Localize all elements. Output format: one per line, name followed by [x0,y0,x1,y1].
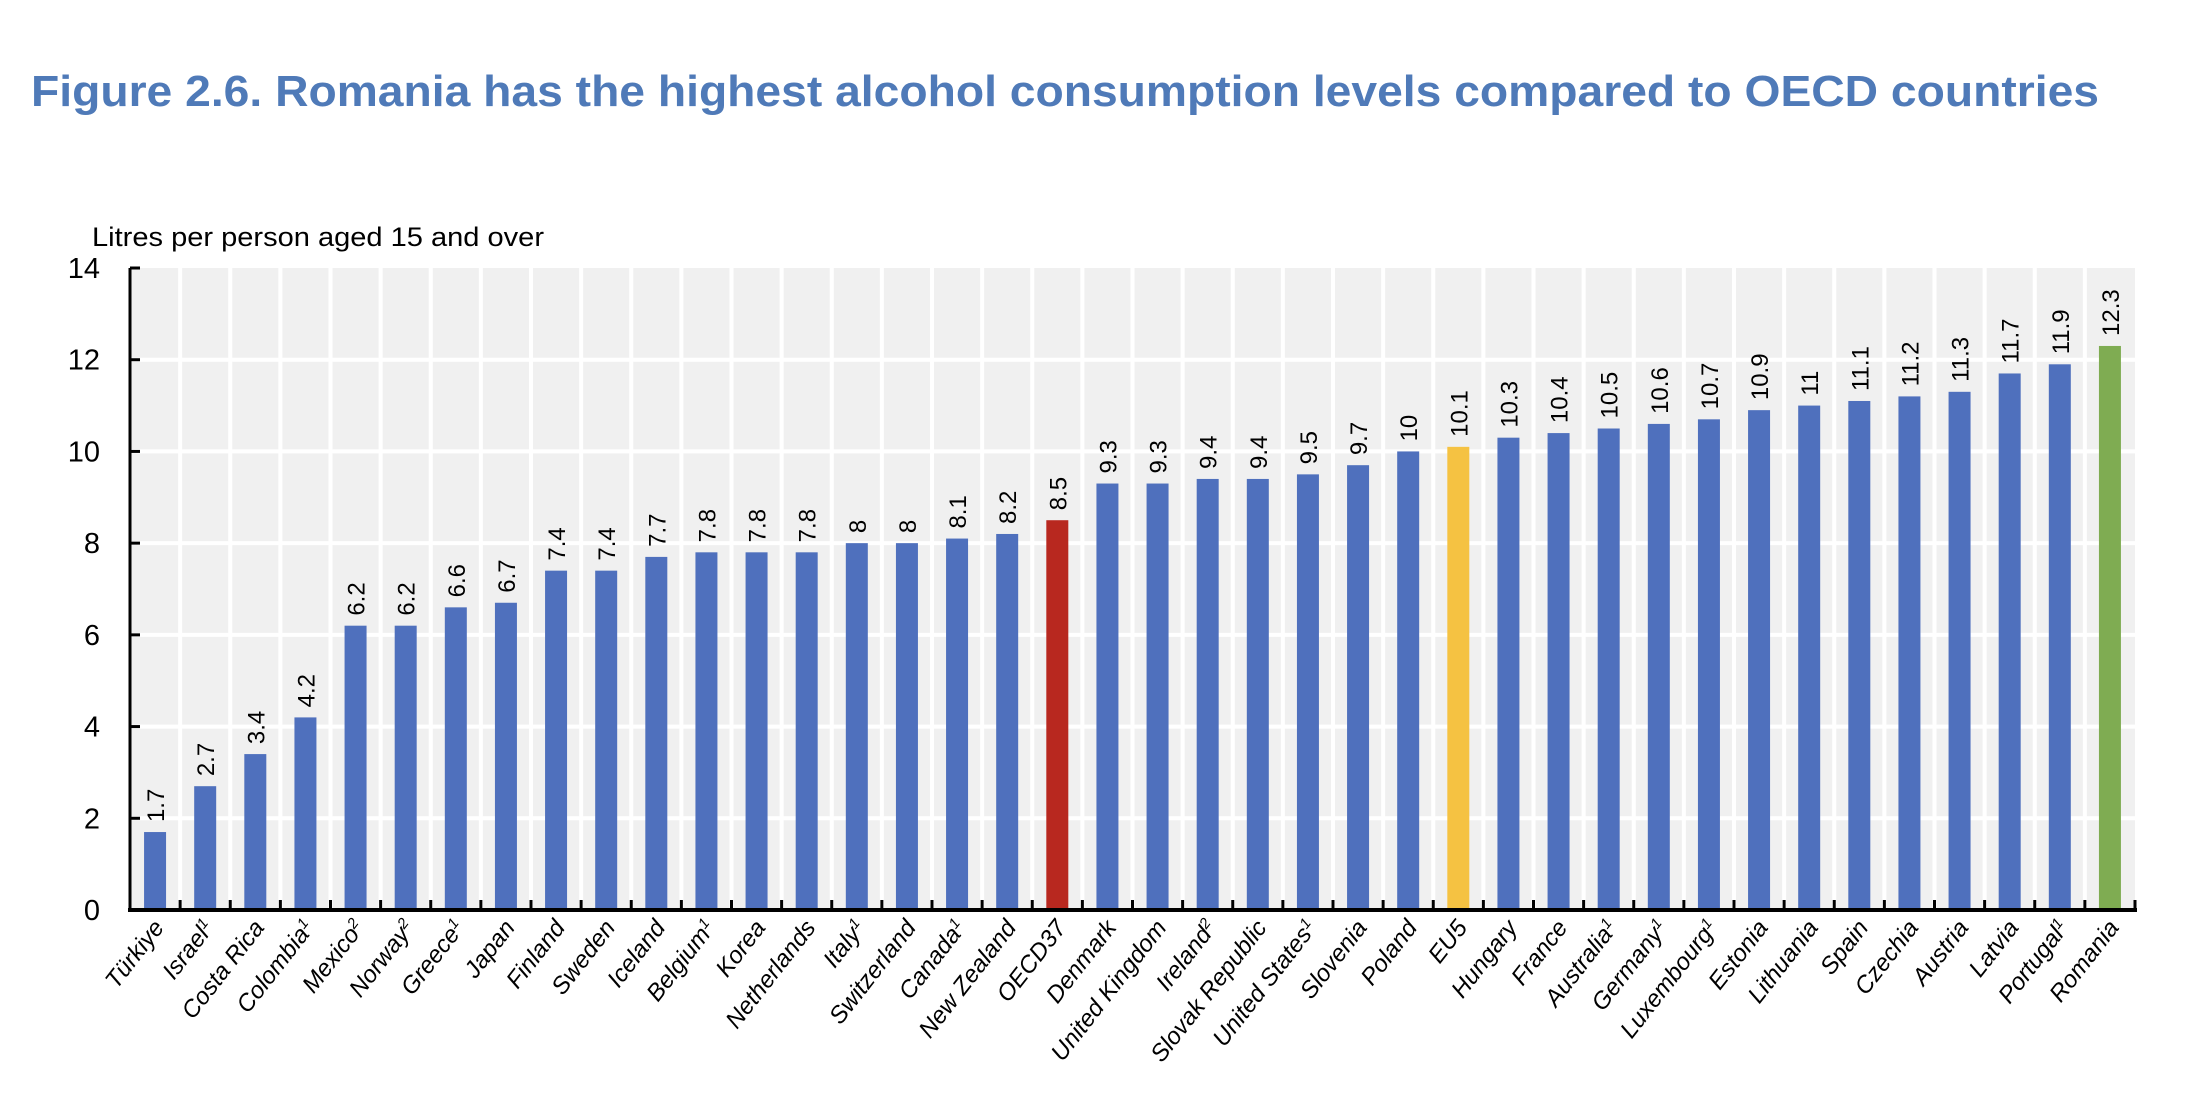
data-label: 11.7 [1998,319,2025,364]
bar-spain [1848,400,1871,910]
y-tick-label: 8 [84,528,100,560]
bar-korea [745,552,768,910]
bar-switzerland [895,543,918,910]
data-label: 4.2 [293,674,320,707]
chart-title: Figure 2.6. Romania has the highest alco… [31,67,2099,116]
data-label: 11 [1797,371,1824,396]
data-label: 9.5 [1296,431,1323,464]
bar-united-states [1296,474,1319,910]
data-label: 7.4 [544,527,571,560]
bar-israel [194,786,217,910]
data-label: 7.7 [644,514,671,547]
data-label: 10.5 [1597,372,1624,419]
bar-portugal [2048,364,2071,910]
bar-australia [1597,428,1620,910]
bar-netherlands [795,552,818,910]
bar-costa-rica [244,754,267,910]
data-label: 8.2 [995,491,1022,524]
x-tick-label: Türkiye [100,915,170,994]
data-label: 10 [1396,415,1423,442]
y-tick-label: 10 [68,436,100,468]
data-label: 3.4 [243,711,270,744]
bar-romania [2098,345,2121,910]
bar-japan [494,602,517,910]
data-label: 7.4 [594,527,621,560]
bar-belgium [695,552,718,910]
bar-new-zealand [996,533,1019,910]
bar-greece [444,607,467,910]
y-tick-label: 12 [68,345,100,377]
bar-latvia [1998,373,2021,910]
data-label: 1.7 [143,789,170,822]
bar-oecd37 [1046,520,1069,910]
data-label: 8.5 [1045,477,1072,510]
bar-slovenia [1347,465,1370,910]
data-label: 2.7 [193,743,220,776]
y-tick-label: 2 [84,803,100,835]
data-label: 11.9 [2048,309,2075,354]
bar-sweden [595,570,618,910]
bar-slovak-republic [1246,478,1269,910]
bar-poland [1397,451,1420,910]
data-label: 9.4 [1196,436,1223,469]
data-label: 9.7 [1346,422,1373,455]
data-label: 7.8 [795,509,822,542]
bar-ireland [1196,478,1219,910]
data-label: 10.7 [1697,363,1724,410]
data-label: 7.8 [694,509,721,542]
data-label: 6.2 [344,582,371,615]
y-tick-label: 6 [84,620,100,652]
data-label: 6.7 [494,559,521,592]
data-label: 9.3 [1095,440,1122,473]
bar-finland [545,570,568,910]
bar-lithuania [1798,405,1821,910]
bar-luxembourg [1697,419,1720,910]
bar-denmark [1096,483,1119,910]
data-label: 10.9 [1747,353,1774,400]
data-label: 6.2 [394,582,421,615]
x-tick-label: Poland [1356,915,1424,991]
bar-estonia [1748,410,1771,910]
data-label: 9.4 [1246,436,1273,469]
bar-iceland [645,556,668,910]
data-label: 10.1 [1446,390,1473,437]
data-label: 6.6 [444,564,471,597]
bar-mexico [344,625,367,910]
data-label: 8 [845,520,872,533]
plot-area: 024681012141.7Türkiye2.7Israel13.4Costa … [68,253,2137,1067]
bar-czechia [1898,396,1921,910]
y-tick-label: 4 [84,712,100,744]
bar-colombia [294,717,317,910]
bar-canada [946,538,969,910]
data-label: 8 [895,520,922,533]
y-tick-label: 0 [84,895,100,927]
bar-türkiye [144,832,167,910]
data-label: 10.4 [1547,376,1574,423]
data-label: 11.1 [1847,346,1874,391]
data-label: 8.1 [945,495,972,528]
bar-germany [1647,423,1670,910]
bar-hungary [1497,437,1520,910]
data-label: 7.8 [745,509,772,542]
y-axis-label: Litres per person aged 15 and over [92,222,544,252]
bar-eu5 [1447,446,1470,910]
bar-italy [845,543,868,910]
data-label: 9.3 [1146,440,1173,473]
bar-austria [1948,391,1971,910]
data-label: 10.6 [1647,367,1674,414]
data-label: 11.2 [1897,341,1924,386]
bar-norway [394,625,417,910]
data-label: 10.3 [1496,381,1523,428]
data-label: 11.3 [1948,337,1975,382]
data-label: 12.3 [2098,289,2125,336]
bar-france [1547,433,1570,910]
bar-united-kingdom [1146,483,1169,910]
y-tick-label: 14 [68,253,100,285]
